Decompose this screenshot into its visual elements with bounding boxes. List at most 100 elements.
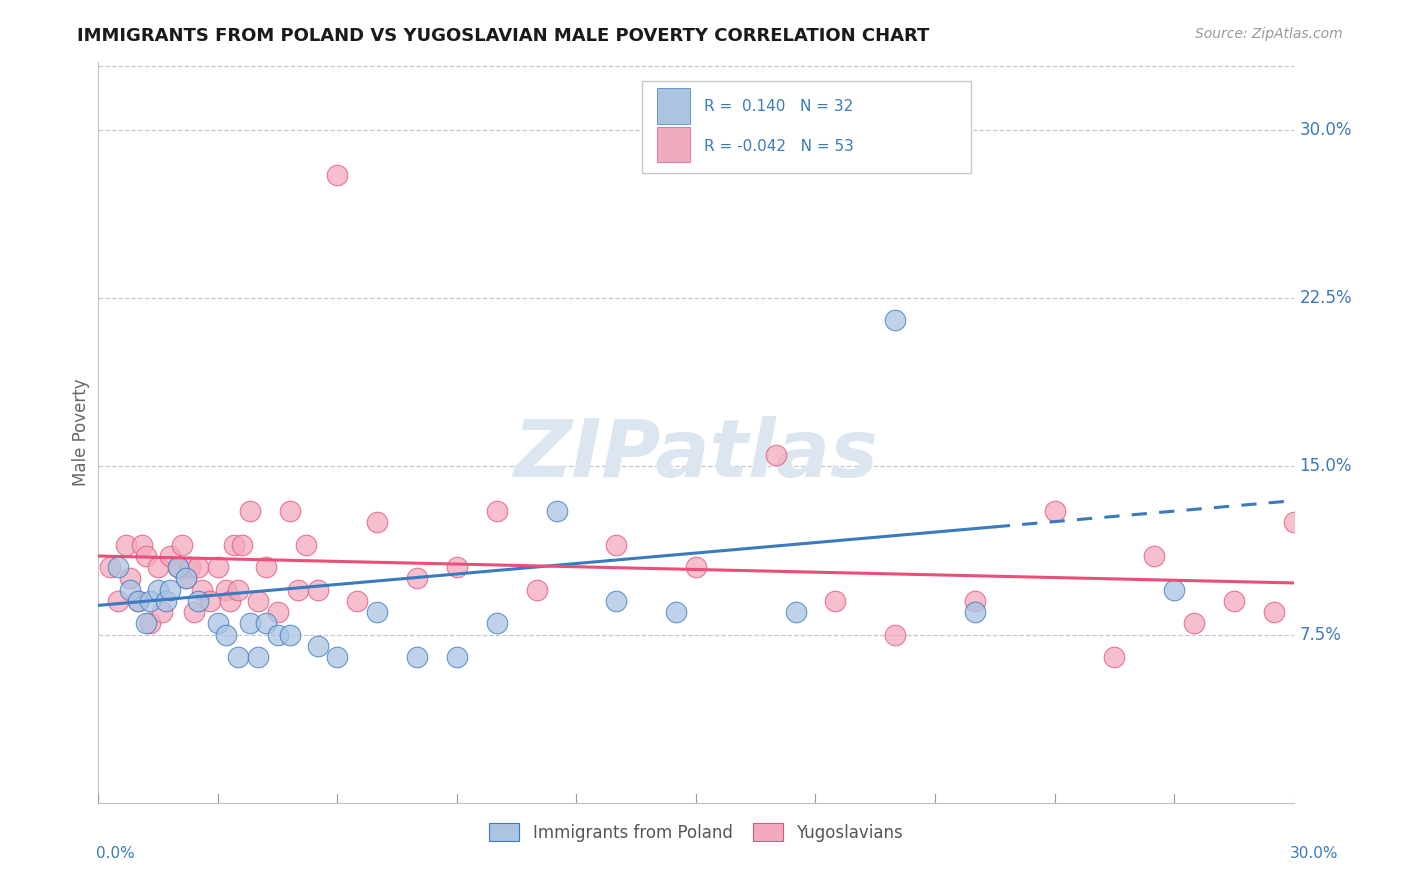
Point: [446, 650, 468, 665]
Point: [485, 616, 508, 631]
Point: [148, 582, 170, 597]
Point: [294, 538, 316, 552]
Point: [485, 504, 508, 518]
Point: [884, 627, 907, 641]
Point: [267, 605, 290, 619]
Point: [226, 650, 249, 665]
Point: [191, 582, 214, 597]
Text: ZIPatlas: ZIPatlas: [513, 416, 879, 494]
Point: [174, 571, 197, 585]
Point: [167, 560, 190, 574]
Point: [246, 650, 269, 665]
Point: [215, 627, 238, 641]
Text: 15.0%: 15.0%: [1299, 458, 1353, 475]
Point: [254, 616, 277, 631]
Point: [159, 582, 181, 597]
Text: R = -0.042   N = 53: R = -0.042 N = 53: [704, 138, 855, 153]
FancyBboxPatch shape: [657, 127, 690, 162]
Point: [239, 504, 262, 518]
Point: [215, 582, 238, 597]
Point: [406, 571, 429, 585]
Y-axis label: Male Poverty: Male Poverty: [72, 379, 90, 486]
Point: [135, 616, 157, 631]
Point: [326, 650, 349, 665]
Point: [546, 504, 568, 518]
Point: [605, 538, 627, 552]
FancyBboxPatch shape: [657, 88, 690, 124]
Point: [127, 594, 149, 608]
Point: [174, 571, 197, 585]
Point: [287, 582, 309, 597]
Point: [366, 605, 388, 619]
Point: [131, 538, 153, 552]
Point: [278, 627, 301, 641]
Point: [1104, 650, 1126, 665]
Point: [824, 594, 846, 608]
Text: IMMIGRANTS FROM POLAND VS YUGOSLAVIAN MALE POVERTY CORRELATION CHART: IMMIGRANTS FROM POLAND VS YUGOSLAVIAN MA…: [77, 27, 929, 45]
Point: [526, 582, 548, 597]
Point: [1223, 594, 1246, 608]
Text: 30.0%: 30.0%: [1291, 847, 1339, 861]
Point: [120, 571, 142, 585]
Text: Source: ZipAtlas.com: Source: ZipAtlas.com: [1195, 27, 1343, 41]
Text: R =  0.140   N = 32: R = 0.140 N = 32: [704, 99, 853, 113]
Point: [307, 639, 329, 653]
Point: [346, 594, 368, 608]
Point: [1182, 616, 1205, 631]
Point: [135, 549, 157, 563]
Point: [963, 594, 986, 608]
Text: 22.5%: 22.5%: [1299, 289, 1353, 307]
Point: [183, 605, 205, 619]
FancyBboxPatch shape: [643, 81, 972, 173]
Point: [222, 538, 245, 552]
Point: [366, 516, 388, 530]
Point: [139, 594, 162, 608]
Point: [307, 582, 329, 597]
Text: 0.0%: 0.0%: [96, 847, 135, 861]
Point: [239, 616, 262, 631]
Point: [172, 538, 194, 552]
Point: [884, 313, 907, 327]
Point: [155, 594, 177, 608]
Point: [254, 560, 277, 574]
Point: [406, 650, 429, 665]
Point: [120, 582, 142, 597]
Point: [665, 605, 688, 619]
Point: [1143, 549, 1166, 563]
Point: [1043, 504, 1066, 518]
Point: [198, 594, 221, 608]
Point: [446, 560, 468, 574]
Point: [267, 627, 290, 641]
Point: [150, 605, 173, 619]
Text: 30.0%: 30.0%: [1299, 120, 1353, 139]
Point: [605, 594, 627, 608]
Point: [246, 594, 269, 608]
Point: [159, 549, 181, 563]
Point: [765, 448, 787, 462]
Point: [167, 560, 190, 574]
Point: [219, 594, 242, 608]
Point: [107, 560, 129, 574]
Point: [207, 560, 229, 574]
Point: [231, 538, 253, 552]
Point: [115, 538, 138, 552]
Point: [226, 582, 249, 597]
Point: [785, 605, 807, 619]
Point: [127, 594, 149, 608]
Point: [685, 560, 707, 574]
Legend: Immigrants from Poland, Yugoslavians: Immigrants from Poland, Yugoslavians: [481, 815, 911, 850]
Point: [1282, 516, 1305, 530]
Point: [148, 560, 170, 574]
Text: 7.5%: 7.5%: [1299, 625, 1341, 643]
Point: [278, 504, 301, 518]
Point: [207, 616, 229, 631]
Point: [963, 605, 986, 619]
Point: [179, 560, 201, 574]
Point: [187, 594, 209, 608]
Point: [107, 594, 129, 608]
Point: [326, 168, 349, 182]
Point: [139, 616, 162, 631]
Point: [1263, 605, 1285, 619]
Point: [1163, 582, 1185, 597]
Point: [187, 560, 209, 574]
